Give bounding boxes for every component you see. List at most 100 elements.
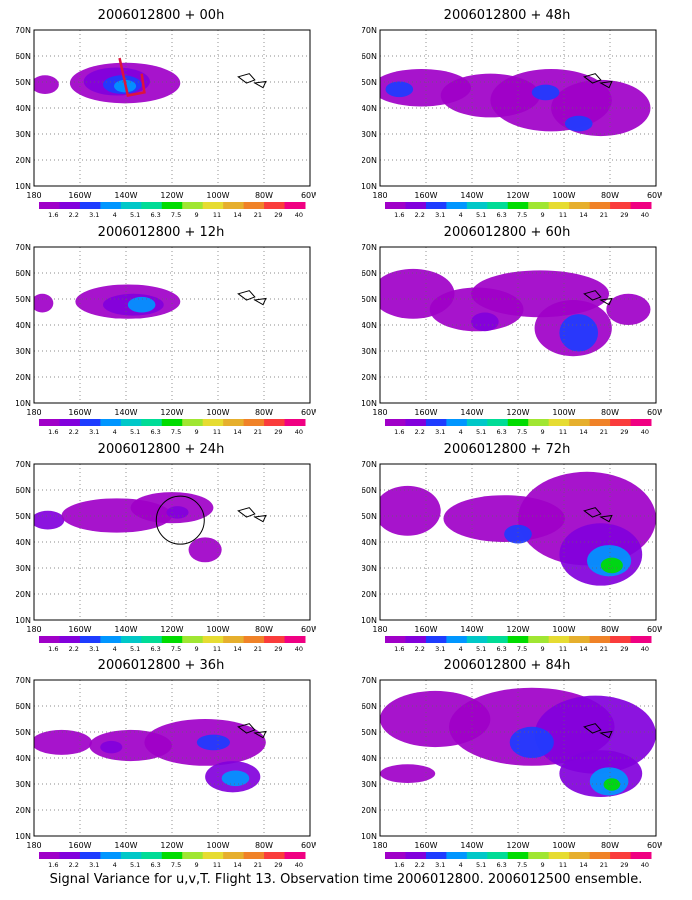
lat-label: 60N — [362, 486, 377, 495]
coastline — [84, 263, 134, 275]
variance-contour — [600, 557, 623, 574]
lat-label: 20N — [16, 373, 31, 382]
colorbar-swatch — [425, 202, 447, 209]
lon-label: 120W — [160, 625, 183, 634]
colorbar-swatch — [446, 636, 468, 643]
colorbar-swatch — [610, 202, 632, 209]
lat-label: 10N — [16, 182, 31, 191]
lat-label: 60N — [16, 702, 31, 711]
colorbar-label: 7.5 — [517, 428, 527, 436]
colorbar-swatch — [610, 636, 632, 643]
lat-label: 10N — [16, 616, 31, 625]
colorbar-swatch — [630, 636, 652, 643]
lon-label: 160W — [414, 841, 437, 850]
colorbar-label: 9 — [540, 211, 544, 219]
colorbar-label: 2.2 — [415, 428, 425, 436]
coastline — [200, 464, 310, 498]
colorbar-swatch — [487, 636, 509, 643]
variance-contour — [509, 726, 554, 758]
lon-label: 80W — [601, 625, 619, 634]
colorbar-label: 11 — [559, 645, 567, 653]
colorbar-swatch — [202, 852, 224, 859]
colorbar-label: 6.3 — [150, 861, 160, 869]
variance-contour — [34, 75, 59, 94]
lon-label: 160W — [414, 408, 437, 417]
colorbar-swatch — [548, 202, 570, 209]
colorbar-swatch — [243, 852, 265, 859]
colorbar-label: 4 — [113, 428, 117, 436]
lon-label: 100W — [552, 841, 575, 850]
lat-label: 50N — [16, 728, 31, 737]
colorbar-swatch — [548, 636, 570, 643]
variance-contour — [385, 81, 414, 98]
lon-label: 80W — [601, 841, 619, 850]
colorbar-swatch — [528, 419, 550, 426]
lon-label: 100W — [552, 408, 575, 417]
lon-label: 60W — [647, 841, 662, 850]
colorbar-swatch — [610, 419, 632, 426]
lat-label: 20N — [16, 590, 31, 599]
colorbar-label: 3.1 — [435, 645, 445, 653]
colorbar-swatch — [264, 636, 286, 643]
colorbar-label: 6.3 — [150, 645, 160, 653]
colorbar-swatch — [100, 636, 122, 643]
great-lakes — [238, 508, 266, 522]
colorbar-swatch — [405, 202, 427, 209]
variance-contour — [166, 506, 189, 519]
colorbar-swatch — [507, 202, 529, 209]
panel-title: 2006012800 + 84h — [443, 658, 571, 673]
panel-00h: 2006012800 + 00h 70N 60N 50N 40N 30N 20N 10N 18… — [16, 8, 316, 224]
colorbar-swatch — [569, 419, 591, 426]
colorbar-swatch — [264, 202, 286, 209]
lat-label: 50N — [362, 295, 377, 304]
panel-title: 2006012800 + 24h — [97, 442, 225, 457]
lat-label: 10N — [16, 399, 31, 408]
lat-label: 40N — [362, 538, 377, 547]
colorbar-label: 6.3 — [496, 211, 506, 219]
colorbar-label: 2.2 — [415, 645, 425, 653]
colorbar-swatch — [284, 202, 306, 209]
colorbar-swatch — [425, 419, 447, 426]
colorbar-swatch — [39, 852, 60, 859]
lon-label: 120W — [506, 408, 529, 417]
colorbar-swatch — [182, 852, 204, 859]
lat-label: 30N — [362, 130, 377, 139]
great-lakes — [238, 291, 266, 305]
colorbar-swatch — [446, 202, 468, 209]
colorbar-label: 21 — [254, 211, 262, 219]
colorbar-swatch — [39, 636, 60, 643]
lon-label: 80W — [255, 625, 273, 634]
colorbar-label: 21 — [600, 211, 608, 219]
colorbar-label: 7.5 — [171, 428, 181, 436]
colorbar-swatch — [385, 852, 406, 859]
colorbar-swatch — [385, 202, 406, 209]
great-lakes — [584, 74, 612, 88]
lat-label: 70N — [362, 243, 377, 252]
colorbar-swatch — [120, 419, 142, 426]
colorbar-swatch — [223, 419, 245, 426]
colorbar-swatch — [202, 636, 224, 643]
lat-label: 40N — [16, 321, 31, 330]
variance-contour — [127, 296, 156, 313]
colorbar-swatch — [589, 202, 611, 209]
panel-24h: 2006012800 + 24h 70N 60N 50N 40N 30N 20N 10N 18… — [16, 442, 316, 658]
colorbar-swatch — [487, 852, 509, 859]
lat-label: 10N — [362, 616, 377, 625]
variance-contour — [221, 770, 250, 787]
colorbar-label: 9 — [194, 645, 198, 653]
lon-label: 120W — [506, 625, 529, 634]
colorbar-label: 4 — [459, 211, 463, 219]
colorbar-label: 9 — [540, 645, 544, 653]
variance-contour — [34, 510, 65, 530]
lon-label: 120W — [160, 841, 183, 850]
lon-label: 60W — [301, 191, 316, 200]
colorbar-label: 5.1 — [476, 211, 486, 219]
colorbar-label: 4 — [459, 645, 463, 653]
observation-circle — [155, 495, 205, 545]
colorbar-label: 14 — [233, 861, 241, 869]
coastline — [477, 250, 656, 372]
colorbar-swatch — [120, 636, 142, 643]
coastline — [430, 696, 480, 708]
colorbar-swatch — [39, 202, 60, 209]
colorbar-label: 4 — [459, 428, 463, 436]
